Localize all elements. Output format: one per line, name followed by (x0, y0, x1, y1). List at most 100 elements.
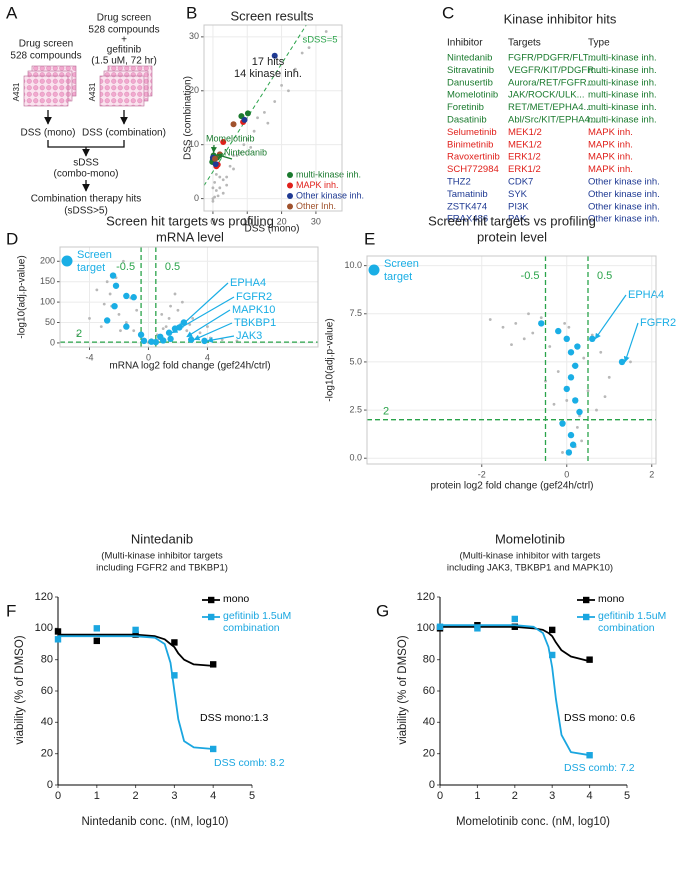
table-cell: Momelotinib (447, 90, 498, 101)
table-cell: multi-kinase inh. (588, 115, 657, 126)
background-point (76, 333, 80, 337)
reference-label: sDSS=5 (302, 35, 337, 46)
data-point (211, 155, 218, 162)
note: 17 hits (252, 56, 285, 68)
legend-label: gefitinib 1.5uM combination (598, 610, 667, 635)
background-point (252, 129, 256, 133)
table-cell: Foretinib (447, 102, 484, 113)
data-point (93, 637, 100, 645)
fit-curve (58, 635, 214, 750)
cell-line: A431 (12, 82, 21, 101)
diagram-text: DSS (combination) (82, 128, 166, 139)
x-tick-label: 0 (210, 216, 215, 226)
annotation-arrow (177, 282, 229, 330)
annotation: EPHA4 (230, 277, 266, 289)
x-tick-label: -2 (478, 469, 486, 479)
legend-marker (583, 613, 590, 621)
y-tick-label: 20 (423, 748, 435, 760)
x-axis-label: protein log2 fold change (gef24h/ctrl) (431, 481, 594, 492)
diagram-text: sDSS (73, 158, 99, 169)
legend-marker (287, 172, 293, 178)
y-tick-label: 200 (40, 256, 55, 266)
plot-background (60, 247, 318, 347)
diagram-text: 528 compounds (88, 25, 159, 36)
background-point (232, 154, 235, 157)
x-tick-label: 4 (205, 352, 210, 362)
table-cell: Other kinase inh. (588, 201, 660, 212)
y-tick-label: 0 (429, 779, 435, 791)
annotation: EPHA4 (628, 289, 664, 301)
table-cell: FGFR/PDGFR/FLT... (508, 53, 595, 64)
annotation: TBKBP1 (234, 317, 276, 329)
background-point (160, 312, 164, 316)
data-point (123, 323, 130, 330)
reference-line (204, 25, 307, 186)
background-point (211, 186, 215, 190)
data-point (563, 385, 570, 393)
data-point (572, 397, 579, 404)
table-cell: MAPK inh. (588, 152, 633, 163)
data-point (112, 282, 120, 289)
background-point (586, 389, 590, 393)
chart-title: Momelotinib (495, 531, 565, 546)
threshold-label: 2 (76, 328, 82, 340)
data-point (109, 272, 117, 279)
y-tick-label: 150 (40, 276, 55, 286)
table-cell: FRAX486 (447, 214, 488, 225)
x-tick-label: 0 (146, 352, 151, 362)
legend-label-box: mono (598, 593, 624, 605)
panel-label: D (6, 229, 18, 248)
diagram-text: (1.5 uM, 72 hr) (91, 56, 157, 67)
table-cell: CDK7 (508, 177, 533, 188)
legend-label-box: Screen target (384, 258, 419, 283)
y-tick-label: 10 (189, 139, 199, 149)
x-tick-label: 0 (437, 790, 443, 802)
background-point (232, 167, 235, 171)
panel-label: E (364, 229, 375, 248)
legend-label-box: gefitinib 1.5uM combination (598, 610, 667, 635)
chart-subtitle: including FGFR2 and TBKBP1) (96, 563, 228, 574)
y-tick-label: 7.5 (349, 308, 362, 318)
data-point (210, 661, 217, 668)
annotation: DSS mono: 0.6 (564, 712, 635, 724)
data-point (132, 626, 139, 634)
background-point (88, 317, 91, 320)
background-point (218, 186, 222, 190)
data-point (241, 116, 248, 123)
data-point (123, 292, 130, 300)
y-tick-label: 0 (47, 779, 53, 791)
background-point (99, 325, 103, 328)
threshold-label: -0.5 (116, 261, 135, 273)
table-cell: RET/MET/EPHA4... (508, 102, 591, 113)
legend-marker (287, 203, 293, 210)
annotation: DSS comb: 8.2 (214, 757, 285, 769)
background-point (198, 331, 202, 335)
y-tick-label: 50 (45, 317, 55, 327)
annotation: DSS mono:1.3 (200, 712, 268, 724)
background-point (95, 288, 99, 292)
y-tick-label: 80 (41, 654, 53, 666)
data-point (567, 374, 575, 381)
data-point (160, 337, 167, 344)
x-tick-label: 5 (624, 790, 630, 802)
background-point (510, 343, 513, 346)
table-cell: Ravoxertinib (447, 152, 500, 163)
background-point (191, 317, 195, 320)
annotation: JAK3 (236, 330, 262, 342)
background-point (102, 302, 106, 306)
fit-curve (58, 633, 214, 667)
annotation-arrow (206, 335, 235, 343)
annotation: FGFR2 (236, 291, 272, 303)
table-cell: Tamatinib (447, 189, 488, 200)
background-point (575, 426, 579, 429)
background-point (218, 175, 222, 179)
data-point (569, 441, 577, 448)
data-point (565, 449, 573, 456)
chart-title: Screen hit targets vs profiling (428, 213, 596, 228)
table-cell: SYK (508, 189, 528, 200)
y-tick-label: 30 (189, 31, 199, 41)
cell-line: A431 (88, 82, 97, 101)
background-point (169, 304, 172, 308)
x-tick-label: 3 (171, 790, 177, 802)
background-point (185, 329, 189, 333)
